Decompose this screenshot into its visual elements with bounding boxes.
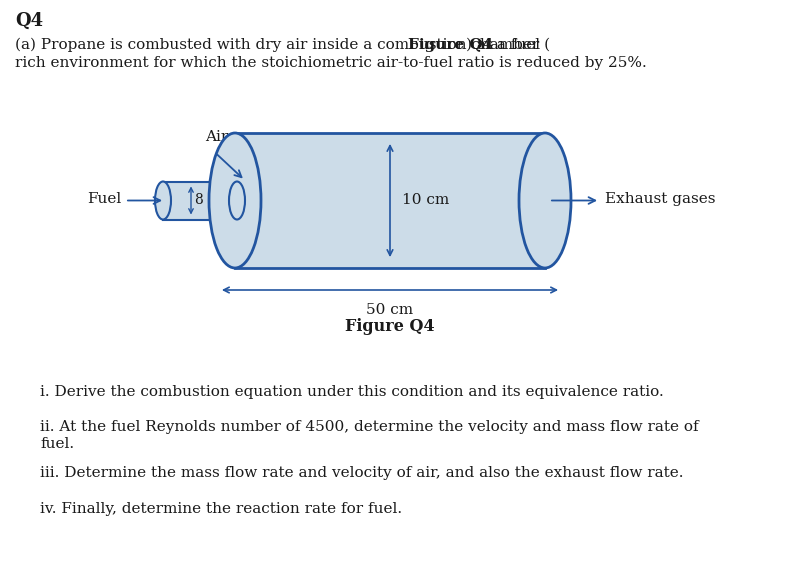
- Text: ii. At the fuel Reynolds number of 4500, determine the velocity and mass flow ra: ii. At the fuel Reynolds number of 4500,…: [40, 420, 698, 434]
- Text: Figure Q4: Figure Q4: [407, 38, 493, 52]
- Text: 8 mm: 8 mm: [195, 193, 234, 207]
- Text: 50 cm: 50 cm: [366, 303, 413, 317]
- Text: Q4: Q4: [15, 12, 43, 30]
- Ellipse shape: [209, 133, 261, 268]
- Text: Figure Q4: Figure Q4: [345, 318, 434, 335]
- Text: Fuel: Fuel: [87, 193, 121, 207]
- Text: Air: Air: [205, 130, 229, 144]
- Text: Exhaust gases: Exhaust gases: [604, 193, 715, 207]
- Ellipse shape: [155, 182, 171, 220]
- Text: i. Derive the combustion equation under this condition and its equivalence ratio: i. Derive the combustion equation under …: [40, 385, 663, 399]
- Ellipse shape: [518, 133, 570, 268]
- Bar: [235, 133, 545, 268]
- Text: rich environment for which the stoichiometric air-to-fuel ratio is reduced by 25: rich environment for which the stoichiom…: [15, 56, 646, 70]
- Text: ) at a fuel: ) at a fuel: [465, 38, 539, 52]
- Text: iii. Determine the mass flow rate and velocity of air, and also the exhaust flow: iii. Determine the mass flow rate and ve…: [40, 466, 683, 480]
- Text: fuel.: fuel.: [40, 437, 74, 451]
- Ellipse shape: [229, 182, 245, 220]
- Text: iv. Finally, determine the reaction rate for fuel.: iv. Finally, determine the reaction rate…: [40, 502, 402, 516]
- Text: 10 cm: 10 cm: [402, 193, 448, 207]
- Text: (a) Propane is combusted with dry air inside a combustion chamber (: (a) Propane is combusted with dry air in…: [15, 38, 549, 53]
- Bar: [163, 182, 237, 220]
